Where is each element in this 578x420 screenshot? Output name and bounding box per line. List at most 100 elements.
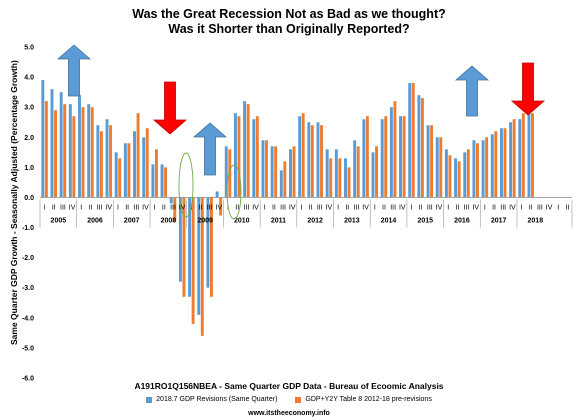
bar-revised	[325, 149, 329, 198]
y-tick-label: 3.0	[24, 105, 34, 112]
year-label: 2016	[454, 217, 470, 224]
bar-revised	[362, 119, 366, 198]
bar-pre	[265, 140, 268, 198]
quarter-tick-label: I	[44, 204, 46, 211]
quarter-tick-label: III	[427, 204, 433, 211]
bar-pre	[402, 116, 406, 198]
bar-revised	[399, 116, 403, 198]
bar-pre	[72, 116, 76, 198]
bar-revised	[68, 104, 72, 198]
bar-pre	[301, 113, 305, 198]
y-tick-label: -5.0	[22, 345, 34, 352]
bar-pre	[237, 116, 241, 198]
bar-revised	[105, 119, 109, 198]
highlight-ellipse	[178, 152, 194, 218]
bar-pre	[209, 197, 213, 297]
bar-revised	[316, 122, 320, 198]
bar-pre	[329, 158, 333, 198]
bar-revised	[252, 119, 256, 198]
quarter-tick-label: I	[190, 204, 192, 211]
bar-pre	[466, 149, 470, 198]
year-label: 2011	[271, 217, 286, 224]
bar-revised	[59, 92, 63, 198]
bar-revised	[298, 116, 302, 198]
bar-revised	[50, 89, 54, 198]
year-label: 2015	[417, 217, 433, 224]
y-tick-label: 2.0	[24, 135, 34, 142]
quarter-tick-label: I	[411, 204, 413, 211]
bar-revised	[197, 197, 201, 315]
quarter-tick-label: III	[60, 204, 66, 211]
bar-pre	[512, 119, 516, 198]
quarter-tick-label: IV	[216, 204, 223, 211]
bar-pre	[338, 158, 342, 198]
bar-revised	[481, 140, 485, 198]
quarter-tick-label: III	[207, 204, 213, 211]
legend-label-revised: 2018.7 GDP Revisions (Same Quarter)	[156, 396, 278, 403]
quarter-tick-label: II	[492, 204, 496, 211]
quarter-tick-label: I	[447, 204, 449, 211]
year-label: 2014	[381, 217, 397, 224]
bar-revised	[87, 104, 91, 198]
quarter-tick-label: III	[97, 204, 103, 211]
bar-pre	[531, 113, 534, 198]
quarter-tick-label: I	[557, 204, 559, 211]
bar-revised	[371, 152, 375, 198]
bar-revised	[426, 125, 430, 198]
year-label: 2010	[234, 217, 250, 224]
up-arrow-icon	[454, 65, 490, 117]
quarter-tick-label: III	[537, 204, 543, 211]
bar-pre	[320, 125, 323, 198]
quarter-tick-label: II	[529, 204, 533, 211]
quarter-tick-label: III	[280, 204, 286, 211]
quarter-tick-label: III	[390, 204, 396, 211]
quarter-tick-label: II	[272, 204, 276, 211]
bar-revised	[417, 95, 421, 198]
bar-revised	[206, 197, 210, 288]
bar-revised	[307, 122, 311, 198]
year-label: 2018	[528, 217, 544, 224]
bar-revised	[142, 137, 146, 198]
quarter-tick-label: III	[500, 204, 506, 211]
year-label: 2005	[51, 217, 67, 224]
bar-pre	[420, 98, 424, 198]
bar-revised	[334, 149, 338, 198]
quarter-tick-label: IV	[472, 204, 479, 211]
bar-pre	[310, 125, 314, 198]
quarter-tick-label: III	[317, 204, 323, 211]
quarter-tick-label: I	[264, 204, 266, 211]
bar-pre	[182, 197, 186, 297]
bar-pre	[44, 101, 48, 198]
quarter-tick-label: III	[170, 204, 176, 211]
bar-revised	[435, 137, 439, 198]
quarter-tick-label: IV	[142, 204, 149, 211]
bar-pre	[246, 104, 250, 198]
bar-revised	[160, 164, 164, 198]
y-tick-label: 5.0	[24, 45, 34, 52]
y-tick-label: -1.0	[22, 225, 34, 232]
quarter-tick-label: I	[154, 204, 156, 211]
bar-revised	[380, 119, 384, 198]
bar-revised	[243, 101, 247, 198]
bar-pre	[384, 116, 388, 198]
y-tick-label: 0.0	[24, 195, 34, 202]
bar-revised	[509, 122, 513, 198]
bar-pre	[411, 83, 415, 198]
bar-pre	[283, 161, 287, 198]
quarter-tick-label: III	[243, 204, 249, 211]
bar-revised	[499, 128, 503, 198]
year-label: 2009	[197, 217, 213, 224]
year-label: 2013	[344, 217, 360, 224]
quarter-tick-label: I	[80, 204, 82, 211]
quarter-tick-label: IV	[399, 204, 406, 211]
bar-pre	[356, 146, 360, 198]
bar-pre	[90, 107, 94, 198]
quarter-tick-label: II	[199, 204, 203, 211]
bar-revised	[224, 146, 228, 198]
quarter-tick-label: IV	[326, 204, 333, 211]
bar-pre	[375, 146, 379, 198]
quarter-tick-label: IV	[289, 204, 296, 211]
y-tick-label: -2.0	[22, 255, 34, 262]
year-label: 2007	[124, 217, 140, 224]
quarter-tick-label: II	[235, 204, 239, 211]
